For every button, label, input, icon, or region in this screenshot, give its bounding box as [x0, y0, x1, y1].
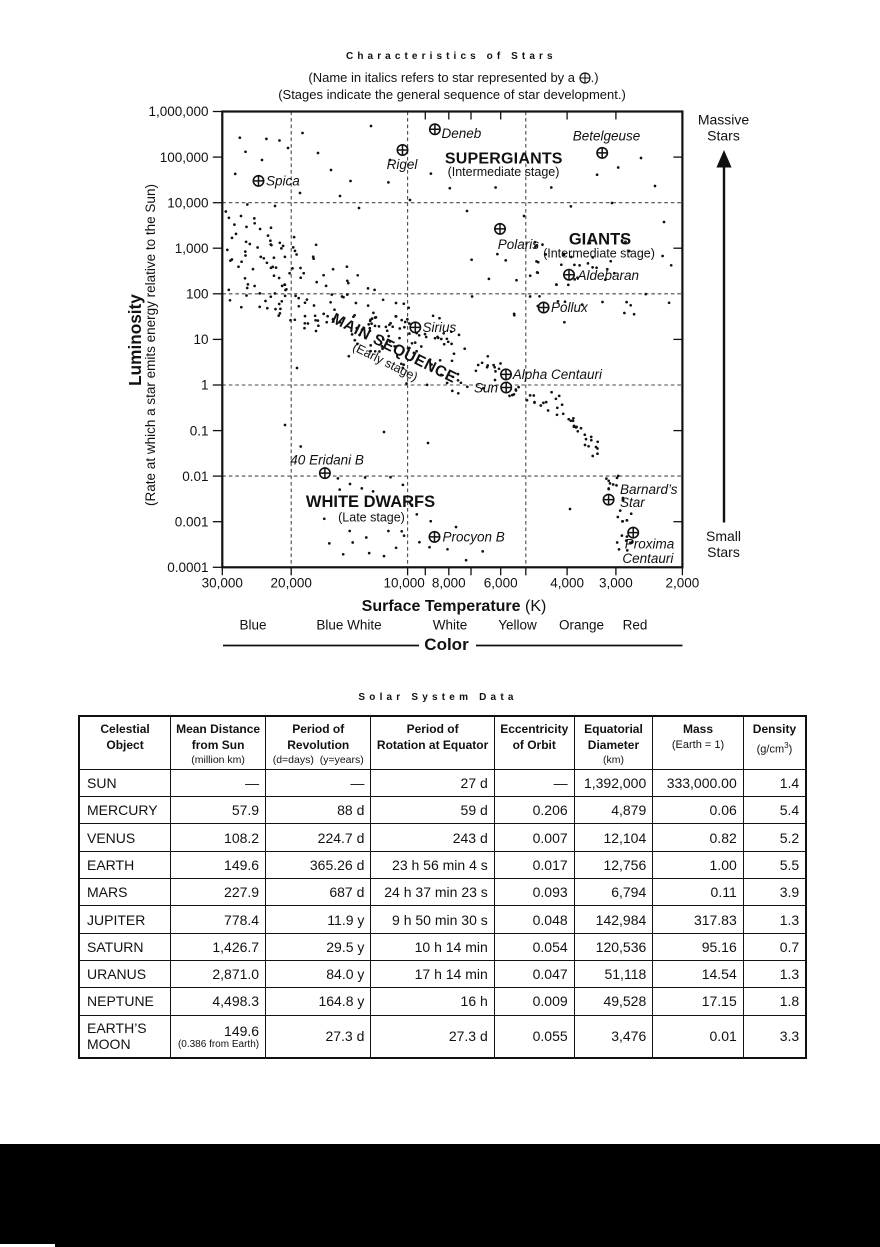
svg-text:1,000,000: 1,000,000 [148, 104, 208, 119]
svg-text:Pollux: Pollux [551, 300, 589, 315]
svg-text:4,000: 4,000 [550, 576, 584, 591]
svg-text:100,000: 100,000 [160, 150, 209, 165]
svg-text:Betelgeuse: Betelgeuse [573, 129, 641, 144]
svg-text:Aldebaran: Aldebaran [577, 268, 640, 283]
svg-text:0.0001: 0.0001 [167, 560, 208, 575]
svg-text:Centauri: Centauri [622, 551, 674, 566]
svg-text:Spica: Spica [266, 174, 300, 189]
svg-text:White: White [433, 618, 468, 633]
svg-text:SUPERGIANTS: SUPERGIANTS [445, 150, 563, 167]
svg-text:Luminosity: Luminosity [125, 294, 145, 386]
svg-text:100: 100 [186, 287, 209, 302]
svg-text:6,000: 6,000 [484, 576, 518, 591]
svg-text:Deneb: Deneb [442, 126, 482, 141]
svg-text:Stars: Stars [707, 544, 740, 560]
svg-text:Procyon B: Procyon B [443, 530, 505, 545]
svg-text:2,000: 2,000 [666, 576, 700, 591]
svg-text:10,000: 10,000 [383, 576, 424, 591]
svg-text:1,000: 1,000 [175, 241, 209, 256]
svg-text:40 Eridani B: 40 Eridani B [290, 453, 364, 468]
svg-text:Sirius: Sirius [423, 320, 457, 335]
svg-text:Sun: Sun [474, 380, 498, 395]
svg-text:Barnard’s: Barnard’s [620, 482, 678, 497]
svg-text:Yellow: Yellow [498, 618, 537, 633]
svg-text:30,000: 30,000 [202, 576, 243, 591]
svg-text:Blue White: Blue White [316, 618, 381, 633]
svg-text:0.1: 0.1 [190, 423, 209, 438]
svg-text:0.01: 0.01 [182, 469, 208, 484]
svg-text:WHITE DWARFS: WHITE DWARFS [306, 493, 435, 511]
svg-text:(Intermediate stage): (Intermediate stage) [543, 247, 655, 261]
svg-text:0.001: 0.001 [175, 514, 209, 529]
svg-text:8,000: 8,000 [432, 576, 466, 591]
svg-text:3,000: 3,000 [599, 576, 633, 591]
svg-text:Small: Small [706, 528, 741, 544]
svg-text:Massive: Massive [698, 112, 750, 128]
svg-text:Orange: Orange [559, 618, 604, 633]
svg-text:(Intermediate stage): (Intermediate stage) [448, 165, 560, 179]
svg-text:Rigel: Rigel [387, 157, 419, 172]
svg-text:10: 10 [193, 332, 208, 347]
svg-text:Star: Star [620, 495, 645, 510]
svg-text:(Late stage): (Late stage) [338, 511, 405, 525]
svg-text:20,000: 20,000 [271, 576, 312, 591]
svg-text:1: 1 [201, 378, 209, 393]
svg-text:GIANTS: GIANTS [569, 231, 631, 249]
svg-text:Alpha Centauri: Alpha Centauri [512, 367, 603, 382]
svg-text:10,000: 10,000 [167, 195, 208, 210]
svg-text:(Rate at which a star emits en: (Rate at which a star emits energy relat… [143, 184, 158, 506]
svg-text:Proxima: Proxima [625, 536, 675, 551]
svg-text:Polaris: Polaris [498, 237, 540, 252]
svg-text:Stars: Stars [707, 128, 740, 144]
svg-text:Red: Red [623, 618, 648, 633]
svg-text:Surface Temperature (K): Surface Temperature (K) [362, 598, 547, 615]
svg-text:Blue: Blue [239, 618, 266, 633]
svg-text:Color: Color [424, 635, 469, 654]
